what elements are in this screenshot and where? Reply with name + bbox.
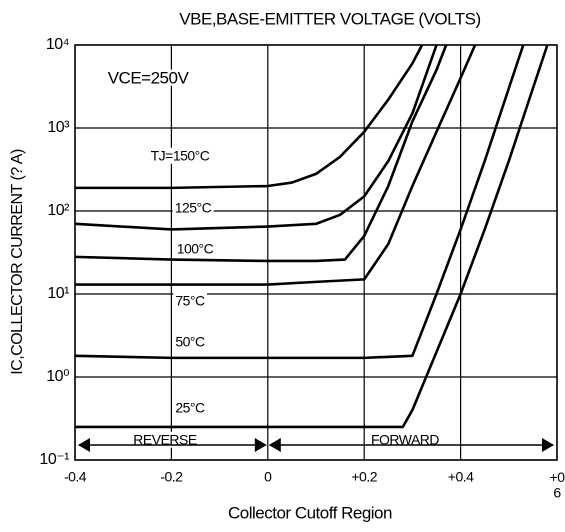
- arrow-head: [254, 438, 267, 452]
- x-tick-label: +0 6: [550, 469, 565, 500]
- arrow-head: [268, 438, 281, 452]
- series-line: [74, 44, 525, 360]
- series-label-bg: [173, 292, 208, 309]
- series-label: TJ=150°C: [151, 148, 210, 164]
- series-label-bg: [173, 399, 208, 416]
- series-label: 75°C: [175, 293, 205, 309]
- arrow-head: [542, 438, 554, 452]
- series-label: 100°C: [177, 241, 214, 257]
- series-label: 50°C: [175, 334, 205, 350]
- x-tick-label: +0.4: [448, 469, 474, 485]
- y-tick-label: 10⁰: [46, 368, 69, 385]
- annotation-bg: [131, 431, 199, 448]
- series-line: [75, 44, 477, 286]
- series-line: [75, 44, 424, 190]
- annotation: FORWARD: [371, 432, 439, 448]
- y-tick-label: 10³: [47, 119, 70, 136]
- series-line: [74, 44, 448, 263]
- y-tick-label: 10⁴: [46, 36, 70, 53]
- series-label-bg: [173, 333, 208, 350]
- x-axis-label: Collector Cutoff Region: [228, 503, 392, 522]
- series-label: 25°C: [175, 400, 205, 416]
- x-tick-label: +0.2: [351, 469, 377, 485]
- annotation: VCE=250V: [108, 68, 190, 87]
- arrow-head: [78, 438, 90, 452]
- x-tick-label: -0.4: [64, 469, 87, 485]
- chart-title: VBE,BASE-EMITTER VOLTAGE (VOLTS): [179, 9, 480, 28]
- series-line: [74, 44, 438, 231]
- series-label-bg: [172, 199, 214, 216]
- series-label-bg: [174, 240, 216, 257]
- plot: -0.4 -0.2 0 +0.2 +0.4 +0 6 10⁻¹ 10⁰ 10¹ 10² 10³ 10⁴ T…: [39, 36, 565, 500]
- annotation: REVERSE: [133, 432, 197, 448]
- x-tick-label: -0.2: [160, 469, 183, 485]
- series-label: 125°C: [175, 200, 212, 216]
- y-tick-label: 10⁻¹: [39, 451, 69, 468]
- x-tick-label: 0: [264, 469, 272, 485]
- y-tick-label: 10²: [47, 202, 70, 219]
- annotation-bg: [113, 69, 184, 86]
- y-tick-label: 10¹: [47, 285, 69, 302]
- series-line: [75, 44, 549, 429]
- series-label-bg: [148, 147, 212, 164]
- y-axis-label: IC,COLLECTOR CURRENT (? A): [9, 149, 26, 375]
- annotation-bg: [368, 431, 442, 448]
